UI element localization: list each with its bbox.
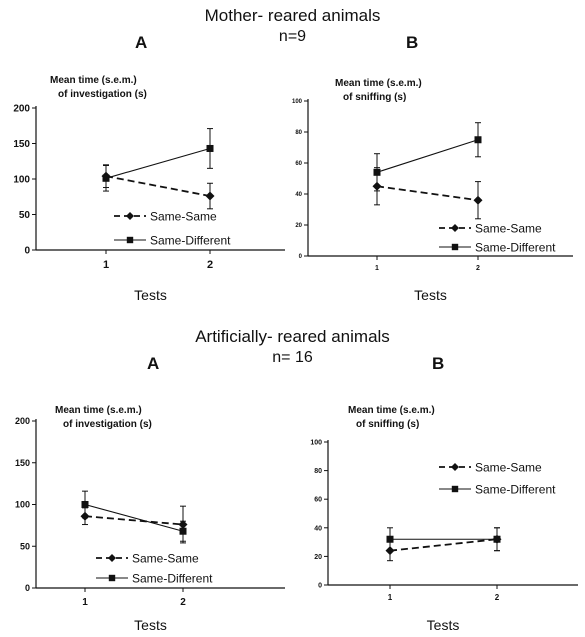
- y-tick-label: 100: [13, 175, 30, 186]
- y-tick-label: 200: [13, 104, 30, 115]
- legend-marker-diamond: [126, 212, 134, 220]
- legend-marker-square: [451, 243, 459, 251]
- y-tick-label: 20: [295, 223, 302, 229]
- y-tick-label: 60: [314, 497, 322, 504]
- data-point-square: [179, 527, 187, 535]
- section-title-artificial: Artificially- reared animals: [195, 327, 390, 346]
- chart-title-line: of sniffing (s): [356, 419, 419, 430]
- chart-title-line: Mean time (s.e.m.): [55, 405, 142, 416]
- series-line: [84, 503, 184, 532]
- legend-label: Same-Different: [150, 234, 231, 248]
- legend-label: Same-Same: [475, 222, 542, 236]
- data-point-square: [102, 174, 110, 182]
- series-line: [389, 538, 498, 552]
- x-tick-label: 2: [180, 597, 186, 608]
- data-point-square: [373, 168, 381, 176]
- legend-marker-square: [108, 574, 116, 582]
- data-point-square: [474, 136, 482, 144]
- x-tick-label: 1: [388, 593, 393, 602]
- chart-title-line: of sniffing (s): [343, 92, 406, 103]
- y-tick-label: 80: [295, 130, 302, 136]
- y-tick-label: 0: [25, 583, 30, 593]
- legend-label: Same-Same: [150, 210, 217, 224]
- panel-label: A: [147, 354, 159, 373]
- series-line: [105, 175, 211, 197]
- x-tick-label: 1: [82, 597, 88, 608]
- y-tick-label: 0: [299, 254, 303, 260]
- panel-label: A: [135, 33, 147, 52]
- x-axis-label: Tests: [427, 617, 460, 633]
- chart-panel-4: B Mean time (s.e.m.) of sniffing (s) 0 20 40 6…: [310, 354, 578, 633]
- chart-panel-1: A Mean time (s.e.m.) of investigation (s) 0…: [13, 33, 285, 303]
- y-tick-label: 100: [15, 500, 30, 510]
- chart-title-line: of investigation (s): [58, 89, 147, 100]
- y-tick-label: 100: [310, 439, 322, 446]
- y-tick-label: 0: [318, 582, 322, 589]
- chart-title-line: Mean time (s.e.m.): [50, 75, 137, 86]
- y-tick-label: 50: [20, 541, 30, 551]
- y-tick-label: 200: [15, 416, 30, 426]
- legend-label: Same-Different: [132, 572, 213, 586]
- y-tick-label: 150: [15, 458, 30, 468]
- chart-title-line: Mean time (s.e.m.): [348, 405, 435, 416]
- data-point-square: [493, 535, 501, 543]
- data-point-square: [206, 144, 214, 152]
- chart-title-line: of investigation (s): [63, 419, 152, 430]
- x-axis-label: Tests: [134, 617, 167, 633]
- legend-marker-diamond: [108, 554, 116, 562]
- legend-label: Same-Different: [475, 241, 556, 255]
- legend-label: Same-Same: [132, 552, 199, 566]
- x-axis-label: Tests: [414, 287, 447, 303]
- panel-label: B: [432, 354, 444, 373]
- legend-label: Same-Different: [475, 483, 556, 497]
- series-line: [84, 515, 184, 526]
- section-n-artificial: n= 16: [272, 349, 313, 366]
- series-line: [105, 147, 211, 179]
- x-tick-label: 2: [495, 593, 500, 602]
- legend-label: Same-Same: [475, 461, 542, 475]
- series-line: [376, 185, 479, 202]
- x-tick-label: 1: [375, 265, 379, 272]
- legend-marker-square: [126, 236, 134, 244]
- x-tick-label: 2: [476, 265, 480, 272]
- legend-marker-square: [451, 485, 459, 493]
- data-point-diamond: [205, 191, 215, 201]
- y-tick-label: 0: [24, 246, 30, 257]
- legend-marker-diamond: [451, 224, 459, 232]
- chart-title-line: Mean time (s.e.m.): [335, 78, 422, 89]
- chart-panel-3: A Mean time (s.e.m.) of investigation (s) 0…: [15, 354, 285, 633]
- x-axis-label: Tests: [134, 287, 167, 303]
- y-tick-label: 40: [314, 525, 322, 532]
- data-point-square: [81, 501, 89, 508]
- y-tick-label: 50: [19, 210, 31, 221]
- x-tick-label: 1: [103, 259, 109, 271]
- data-point-diamond: [473, 195, 483, 205]
- y-tick-label: 60: [295, 161, 302, 167]
- y-tick-label: 80: [314, 468, 322, 475]
- y-tick-label: 150: [13, 139, 30, 150]
- chart-panel-2: B Mean time (s.e.m.) of sniffing (s) 0 20 40 6…: [292, 33, 573, 303]
- series-line: [376, 139, 479, 173]
- legend-marker-diamond: [451, 463, 459, 471]
- y-tick-label: 40: [295, 192, 302, 198]
- panel-label: B: [406, 33, 418, 52]
- y-tick-label: 100: [292, 99, 303, 105]
- section-n-mother: n=9: [278, 28, 307, 45]
- y-tick-label: 20: [314, 554, 322, 561]
- section-title-mother: Mother- reared animals: [204, 6, 381, 25]
- x-tick-label: 2: [207, 259, 213, 271]
- data-point-square: [386, 535, 394, 543]
